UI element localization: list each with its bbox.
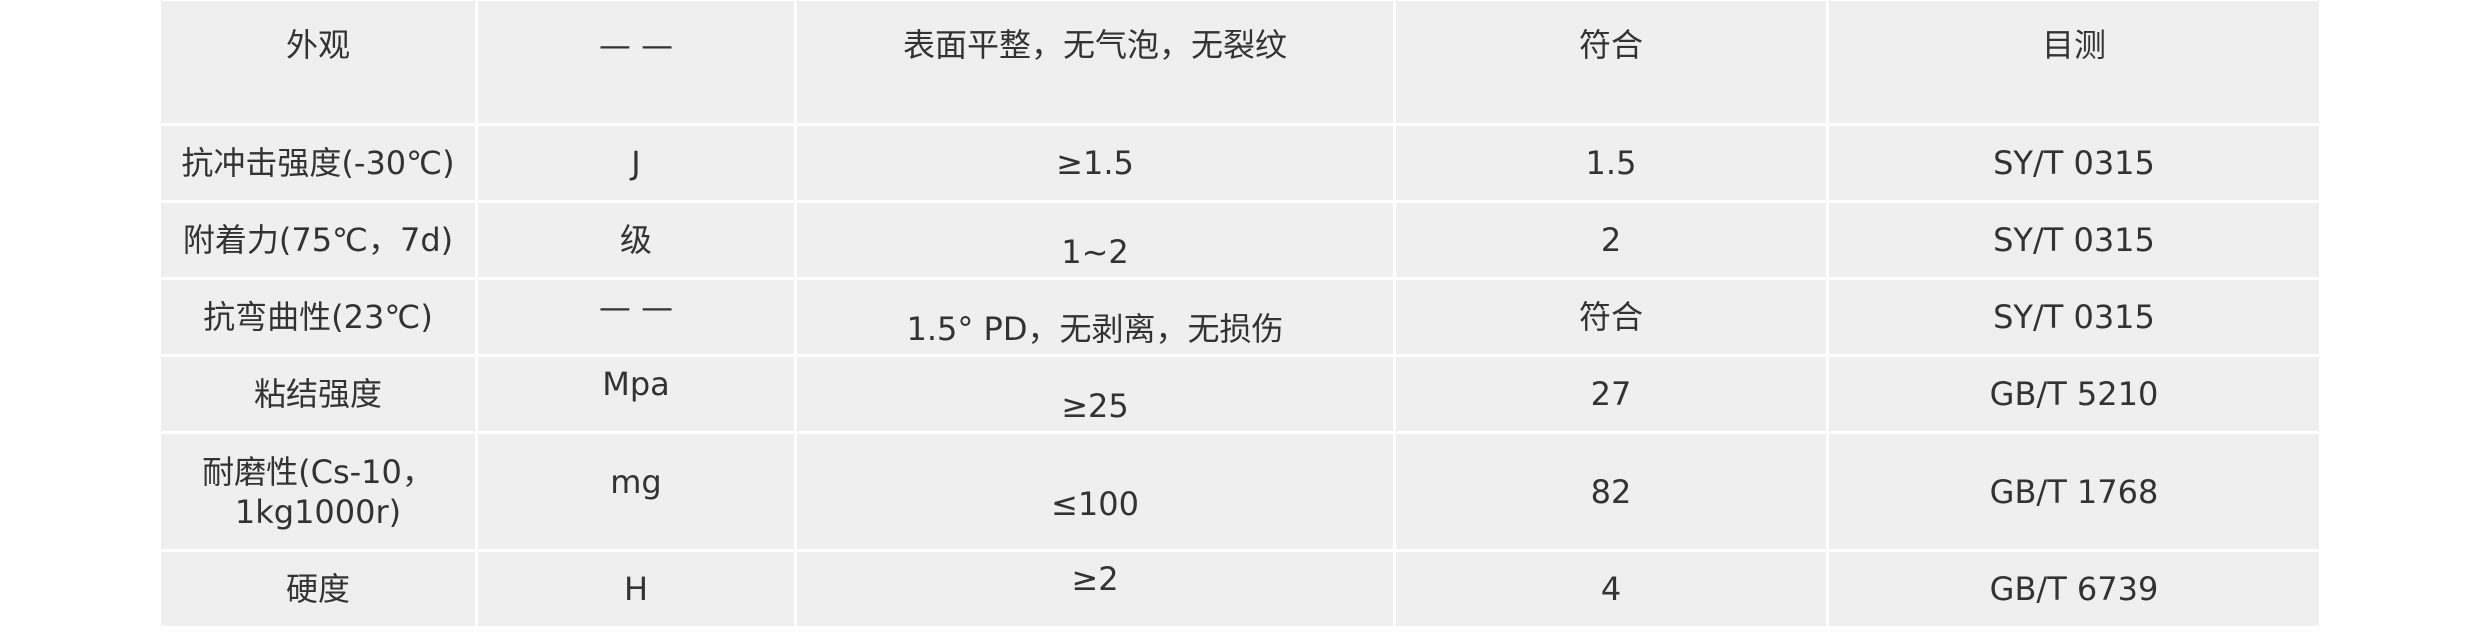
cell-unit: — —: [478, 280, 794, 354]
requirement-text: ≤100: [1051, 484, 1139, 523]
requirement-text: 1~2: [1061, 233, 1129, 271]
cell-result: 82: [1396, 434, 1826, 549]
cell-item: 耐磨性(Cs-10，1kg1000r): [161, 434, 475, 549]
cell-item: 抗弯曲性(23℃): [161, 280, 475, 354]
cell-item: 粘结强度: [161, 357, 475, 431]
cell-result: 1.5: [1396, 126, 1826, 200]
table-row: 耐磨性(Cs-10，1kg1000r) mg ≤100 82 GB/T 1768: [161, 434, 2319, 549]
cell-requirement: ≥25: [797, 357, 1393, 431]
requirement-text: 1.5° PD，无剥离，无损伤: [906, 310, 1284, 348]
cell-requirement: ≥1.5: [797, 126, 1393, 200]
table-row: 附着力(75℃，7d) 级 1~2 2 SY/T 0315: [161, 203, 2319, 277]
cell-unit: — —: [478, 1, 794, 123]
unit-text: Mpa: [602, 365, 670, 403]
cell-method: SY/T 0315: [1829, 126, 2319, 200]
cell-item: 硬度: [161, 552, 475, 626]
cell-method: GB/T 1768: [1829, 434, 2319, 549]
cell-requirement: ≥2: [797, 552, 1393, 626]
cell-item: 外观: [161, 1, 475, 123]
cell-result: 符合: [1396, 280, 1826, 354]
cell-unit: mg: [478, 434, 794, 549]
cell-result: 4: [1396, 552, 1826, 626]
cell-item: 附着力(75℃，7d): [161, 203, 475, 277]
table-row: 硬度 H ≥2 4 GB/T 6739: [161, 552, 2319, 626]
requirement-text: ≥25: [1061, 387, 1129, 425]
table-row: 粘结强度 Mpa ≥25 27 GB/T 5210: [161, 357, 2319, 431]
cell-requirement: 1.5° PD，无剥离，无损伤: [797, 280, 1393, 354]
cell-requirement: 1~2: [797, 203, 1393, 277]
cell-method: SY/T 0315: [1829, 203, 2319, 277]
cell-unit: Mpa: [478, 357, 794, 431]
cell-unit: J: [478, 126, 794, 200]
requirement-text: ≥2: [1071, 560, 1119, 598]
properties-table: 外观 — — 表面平整，无气泡，无裂纹 符合 目测 抗冲击强度(-30℃) J …: [158, 0, 2322, 629]
table-row: 外观 — — 表面平整，无气泡，无裂纹 符合 目测: [161, 1, 2319, 123]
table-row: 抗冲击强度(-30℃) J ≥1.5 1.5 SY/T 0315: [161, 126, 2319, 200]
cell-requirement: 表面平整，无气泡，无裂纹: [797, 1, 1393, 123]
table-row: 抗弯曲性(23℃) — — 1.5° PD，无剥离，无损伤 符合 SY/T 03…: [161, 280, 2319, 354]
cell-result: 符合: [1396, 1, 1826, 123]
cell-result: 2: [1396, 203, 1826, 277]
cell-requirement: ≤100: [797, 434, 1393, 549]
cell-unit: H: [478, 552, 794, 626]
unit-text: mg: [610, 462, 662, 501]
cell-method: SY/T 0315: [1829, 280, 2319, 354]
cell-method: GB/T 5210: [1829, 357, 2319, 431]
cell-unit: 级: [478, 203, 794, 277]
cell-result: 27: [1396, 357, 1826, 431]
cell-method: GB/T 6739: [1829, 552, 2319, 626]
cell-item: 抗冲击强度(-30℃): [161, 126, 475, 200]
unit-text: — —: [598, 288, 674, 326]
cell-method: 目测: [1829, 1, 2319, 123]
